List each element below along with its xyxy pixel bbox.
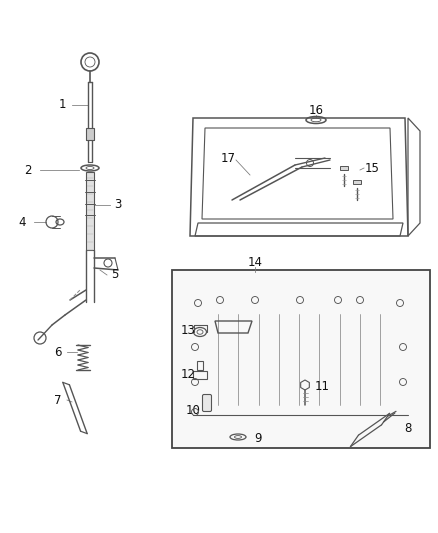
Text: 17: 17 xyxy=(220,151,236,165)
Text: 9: 9 xyxy=(254,432,262,445)
Text: 8: 8 xyxy=(404,422,412,434)
Text: 6: 6 xyxy=(54,345,62,359)
Text: 15: 15 xyxy=(364,161,379,174)
Text: 1: 1 xyxy=(58,99,66,111)
Bar xyxy=(353,180,361,184)
Text: 4: 4 xyxy=(18,215,26,229)
Text: 16: 16 xyxy=(308,103,324,117)
Bar xyxy=(86,172,94,250)
FancyBboxPatch shape xyxy=(202,394,212,411)
Bar xyxy=(197,361,203,370)
Bar xyxy=(193,371,207,379)
Text: 12: 12 xyxy=(180,368,195,382)
Text: 2: 2 xyxy=(24,164,32,176)
Text: 5: 5 xyxy=(111,269,119,281)
Text: 7: 7 xyxy=(54,393,62,407)
Bar xyxy=(340,166,348,170)
Text: 11: 11 xyxy=(314,379,329,392)
Bar xyxy=(86,128,94,140)
Text: 10: 10 xyxy=(186,403,201,416)
Text: 3: 3 xyxy=(114,198,122,212)
Bar xyxy=(172,270,430,448)
Text: 14: 14 xyxy=(247,255,262,269)
Text: 13: 13 xyxy=(180,324,195,336)
